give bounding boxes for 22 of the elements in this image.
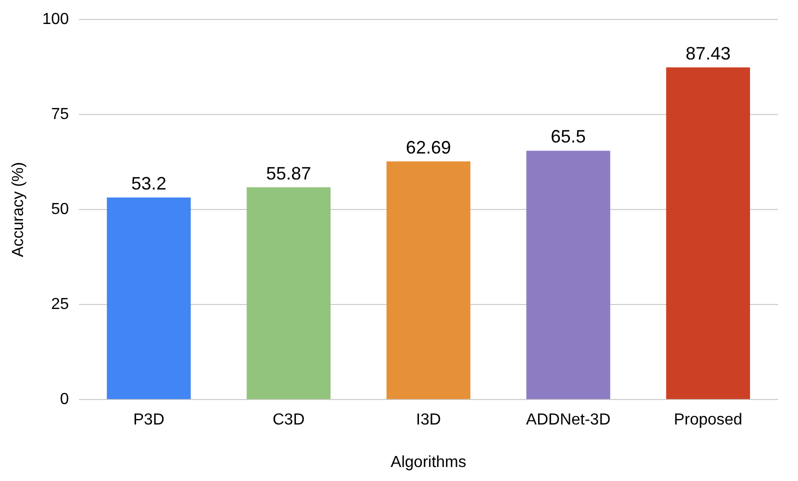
y-tick-label: 0	[60, 391, 69, 408]
x-tick-label: I3D	[416, 412, 441, 429]
data-label: 62.69	[406, 137, 451, 158]
bar	[666, 67, 750, 400]
bar	[106, 197, 191, 400]
data-label: 87.43	[686, 43, 731, 64]
bar	[526, 150, 610, 400]
x-tick-label: C3D	[272, 412, 305, 429]
data-label: 53.2	[131, 173, 166, 194]
x-tick-label: P3D	[133, 412, 164, 429]
y-axis-title: Accuracy (%)	[10, 162, 28, 258]
x-tick-label: Proposed	[674, 412, 742, 429]
y-tick-label: 100	[42, 11, 69, 28]
y-tick-label: 50	[51, 201, 69, 218]
bar	[386, 161, 470, 400]
data-label: 55.87	[266, 163, 312, 184]
x-axis-title: Algorithms	[390, 454, 466, 471]
y-tick-label: 25	[51, 296, 69, 314]
bar	[246, 187, 331, 400]
y-tick-label: 75	[51, 106, 69, 124]
x-tick-label: ADDNet-3D	[526, 412, 611, 429]
data-label: 65.5	[550, 126, 586, 147]
